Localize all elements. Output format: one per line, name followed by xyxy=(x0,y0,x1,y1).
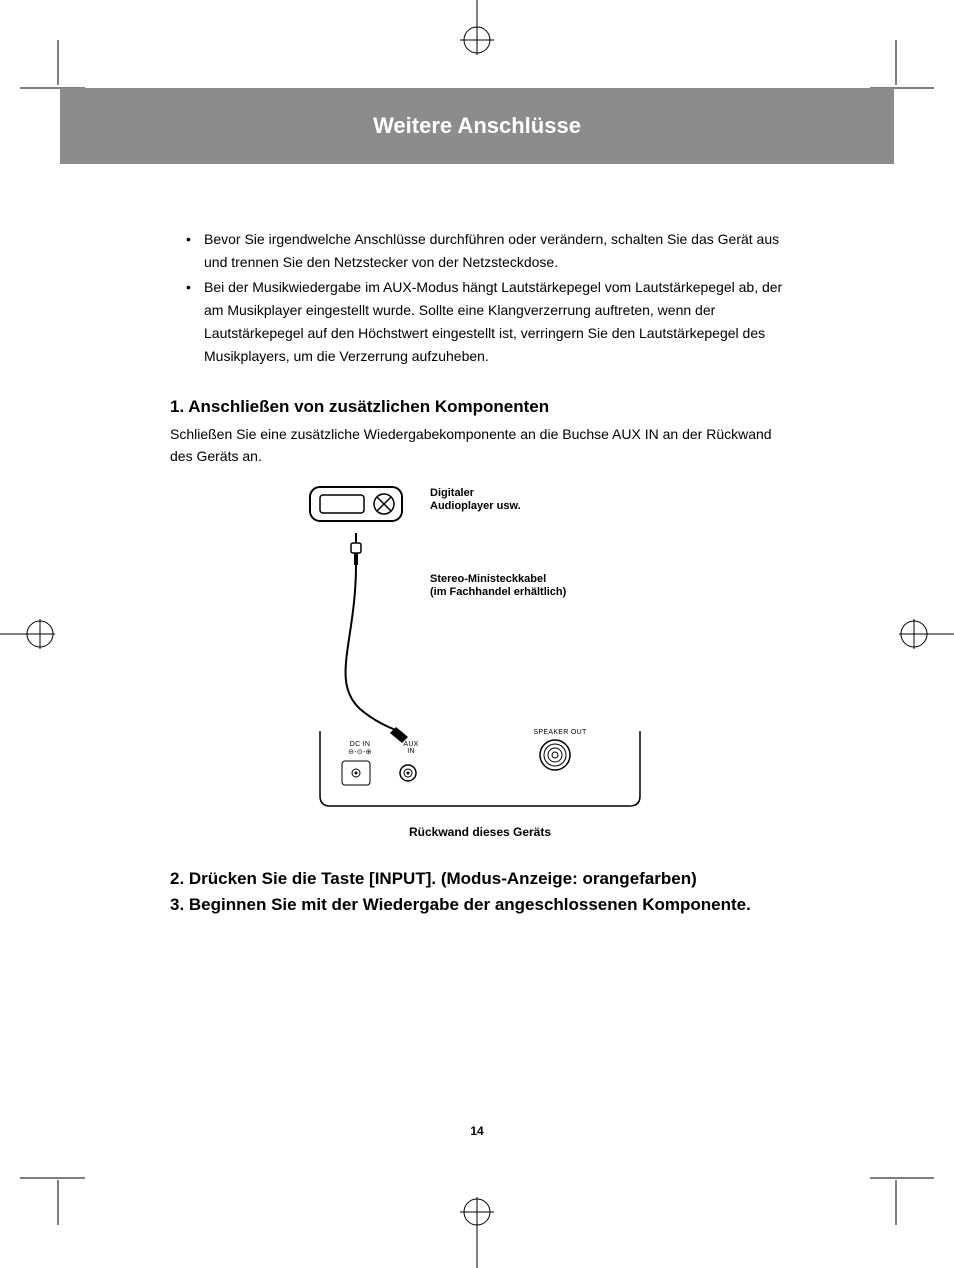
diagram-label-aux-l2: IN xyxy=(407,748,415,755)
diagram-caption: Rückwand dieses Geräts xyxy=(170,825,790,839)
content-area: Bevor Sie irgendwelche Anschlüsse durchf… xyxy=(170,228,790,921)
step-3: 3. Beginnen Sie mit der Wiedergabe der a… xyxy=(170,895,790,915)
diagram-label-aux-l1: AUX xyxy=(403,741,418,748)
notice-item: Bei der Musikwiedergabe im AUX-Modus hän… xyxy=(186,276,790,368)
page-number: 14 xyxy=(0,1124,954,1138)
diagram-label-cable-l1: Stereo-Ministeckkabel xyxy=(430,573,546,585)
diagram-label-cable-l2: (im Fachhandel erhältlich) xyxy=(430,587,566,599)
page-header: Weitere Anschlüsse xyxy=(60,88,894,164)
diagram-label-player-l2: Audioplayer usw. xyxy=(430,501,521,513)
step-2: 2. Drücken Sie die Taste [INPUT]. (Modus… xyxy=(170,869,790,889)
connection-diagram: Digitaler Audioplayer usw. Stereo-Minist… xyxy=(170,481,790,821)
section-1-body: Schließen Sie eine zusätzliche Wiedergab… xyxy=(170,423,790,468)
diagram-label-dcin-l2: ⊖-⊙-⊕ xyxy=(348,749,372,756)
diagram-label-speaker: SPEAKER OUT xyxy=(533,729,586,736)
diagram-label-player-l1: Digitaler xyxy=(430,487,474,499)
page-title: Weitere Anschlüsse xyxy=(373,113,581,139)
section-1-heading: 1. Anschließen von zusätzlichen Komponen… xyxy=(170,397,790,417)
diagram-label-dcin-l1: DC IN xyxy=(350,741,371,748)
notice-item: Bevor Sie irgendwelche Anschlüsse durchf… xyxy=(186,228,790,274)
notice-list: Bevor Sie irgendwelche Anschlüsse durchf… xyxy=(186,228,790,369)
